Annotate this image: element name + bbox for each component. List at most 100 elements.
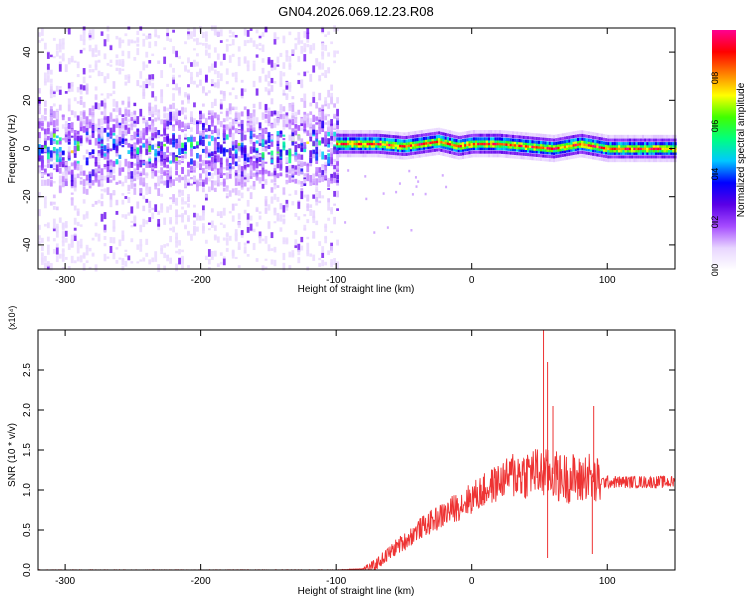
- spectrogram-cell: [568, 141, 571, 145]
- spectrogram-cell: [231, 73, 235, 76]
- spectrogram-cell: [472, 137, 475, 141]
- spectrogram-cell: [327, 125, 331, 133]
- spectrogram-cell: [392, 138, 395, 142]
- spectrogram-cell: [49, 164, 53, 169]
- spectrogram-cell: [568, 135, 571, 139]
- spectrogram-cell: [210, 83, 214, 87]
- spectrogram-cell: [49, 106, 53, 114]
- spectrogram-cell: [520, 131, 523, 136]
- spectrogram-cell: [94, 97, 98, 101]
- spectrogram-cell: [466, 138, 469, 142]
- spectrogram-cell: [672, 149, 675, 153]
- spectrogram-cell: [557, 148, 560, 152]
- spectrogram-cell: [196, 217, 199, 221]
- spectrogram-cell: [225, 193, 229, 199]
- spectrogram-cell: [312, 153, 316, 159]
- spectrogram-cell: [118, 180, 122, 184]
- spectrogram-cell: [422, 141, 426, 145]
- spectrogram-cell: [646, 158, 649, 163]
- spectrogram-cell: [414, 151, 417, 155]
- spectrogram-cell: [420, 150, 423, 154]
- spectrogram-cell: [381, 134, 384, 138]
- spectrogram-cell: [535, 140, 538, 144]
- spectrogram-cell: [130, 118, 134, 124]
- spectrogram-cell: [264, 146, 268, 152]
- spectrogram-cell: [166, 28, 170, 33]
- spectrogram-cell: [267, 244, 271, 252]
- spectrogram-cell: [175, 250, 178, 254]
- spectrogram-cell: [187, 203, 190, 208]
- spectrogram-cell: [201, 114, 205, 119]
- spectrogram-cell: [148, 200, 152, 209]
- spectrogram-cell: [160, 160, 164, 165]
- spectrogram-cell: [654, 142, 658, 146]
- spectrogram-cell: [670, 158, 673, 163]
- spectrogram-cell: [583, 145, 586, 149]
- spectrogram-cell: [648, 158, 651, 163]
- spectrogram-y-axis-label: Frequency (Hz): [7, 115, 18, 184]
- spectrogram-cell: [270, 85, 274, 92]
- spectrogram-y-tick-label: 40: [22, 46, 33, 58]
- spectrogram-cell: [315, 167, 319, 175]
- spectrogram-cell: [667, 158, 671, 163]
- spectrogram-cell: [243, 169, 247, 178]
- spectrogram-cell: [516, 141, 519, 145]
- spectrogram-cell: [219, 121, 223, 128]
- spectrogram-cell: [355, 133, 358, 137]
- spectrogram-cell: [537, 157, 541, 161]
- spectrogram-cell: [327, 217, 331, 221]
- spectrogram-cell: [276, 173, 280, 179]
- spectrogram-cell: [409, 155, 413, 159]
- spectrogram-cell: [291, 49, 295, 55]
- spectrogram-cell: [303, 114, 307, 122]
- spectrogram-cell: [315, 172, 319, 177]
- spectrogram-cell: [273, 184, 277, 190]
- spectrogram-cell: [303, 194, 307, 198]
- spectrogram-cell: [300, 188, 304, 193]
- spectrogram-cell: [457, 132, 460, 136]
- spectrogram-cell: [58, 162, 62, 168]
- spectrogram-cell: [399, 139, 402, 143]
- spectrogram-cell: [327, 187, 331, 190]
- spectrogram-cell: [466, 134, 469, 138]
- spectrogram-cell: [312, 217, 316, 220]
- spectrogram-cell: [333, 25, 336, 32]
- spectrogram-cell: [267, 107, 271, 111]
- spectrogram-cell: [154, 161, 158, 165]
- spectrogram-cell: [103, 53, 107, 60]
- spectrogram-cell: [46, 261, 50, 265]
- spectrogram-cell: [184, 201, 187, 205]
- spectrogram-cell: [607, 138, 610, 142]
- spectrogram-cell: [79, 238, 83, 247]
- spectrogram-cell: [234, 203, 238, 206]
- spectrogram-cell: [288, 149, 292, 157]
- spectrogram-cell: [190, 62, 193, 67]
- snr-x-tick-label: 0: [469, 576, 475, 587]
- spectrogram-cell: [409, 152, 413, 156]
- spectrogram-cell: [487, 142, 491, 146]
- spectrogram-cell: [130, 146, 134, 151]
- spectrogram-cell: [178, 159, 181, 165]
- spectrogram-cell: [297, 201, 301, 209]
- spectrogram-cell: [228, 121, 232, 129]
- spectrogram-cell: [58, 154, 62, 162]
- spectrogram-cell: [222, 141, 226, 144]
- spectrogram-cell: [237, 190, 241, 196]
- spectrogram-cell: [405, 144, 408, 148]
- spectrogram-cell: [355, 154, 358, 158]
- spectrogram-cell: [199, 140, 202, 146]
- spectrogram-cell: [109, 130, 113, 135]
- spectrogram-cell: [665, 144, 668, 148]
- spectrogram-cell: [422, 133, 426, 137]
- spectrogram-cell: [315, 122, 319, 125]
- spectrogram-cell: [276, 131, 280, 138]
- spectrogram-cell: [145, 162, 149, 168]
- spectrogram-cell: [70, 150, 74, 154]
- spectrogram-cell: [544, 154, 547, 158]
- spectrogram-cell: [175, 143, 178, 149]
- spectrogram-cell: [100, 193, 104, 200]
- spectrogram-cell: [321, 42, 325, 51]
- spectrogram-cell: [124, 129, 128, 136]
- spectrogram-cell: [425, 149, 428, 154]
- spectrogram-cell: [109, 162, 113, 171]
